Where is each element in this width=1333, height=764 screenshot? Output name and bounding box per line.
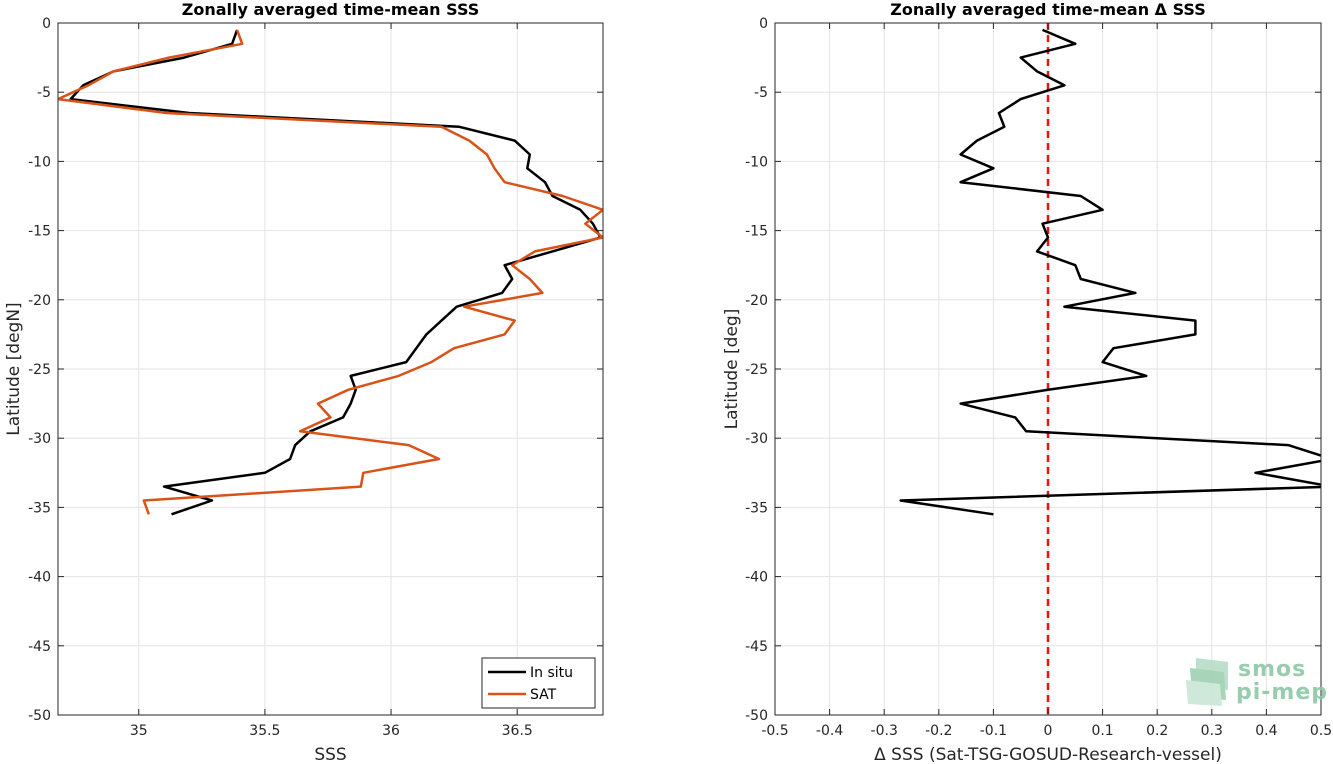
y-tick-label: 0 [759, 16, 768, 32]
y-tick-label: -30 [745, 431, 768, 447]
left-series [58, 29, 603, 516]
left-y-axis-label: Latitude [degN] [4, 302, 24, 435]
y-tick-label: -35 [745, 500, 768, 516]
y-tick-label: -15 [745, 224, 768, 240]
left-ticks: 35 35.5 36 36.5 0 -5 -10 -15 -20 -25 -30 -35 -40 -45 -… [28, 16, 603, 739]
y-tick-label: -15 [28, 224, 51, 240]
logo-line2: pi-mep [1236, 680, 1328, 705]
y-tick-label: -25 [745, 362, 768, 378]
waves-icon [1186, 658, 1228, 706]
left-chart: 35 35.5 36 36.5 0 -5 -10 -15 -20 -25 -30 -35 -40 -45 -… [4, 0, 604, 764]
left-x-axis-label: SSS [314, 745, 346, 764]
legend-label: SAT [530, 687, 557, 703]
right-ticks: -0.5 -0.4 -0.3 -0.2 -0.1 0 0.1 0.2 0.3 0.4 0.5 0 -5 -… [745, 16, 1332, 739]
left-chart-title: Zonally averaged time-mean SSS [182, 0, 480, 19]
left-legend: In situ SAT [481, 657, 596, 709]
x-tick-label: 0.1 [1091, 723, 1113, 739]
legend-label: In situ [530, 665, 573, 681]
right-chart: -0.5 -0.4 -0.3 -0.2 -0.1 0 0.1 0.2 0.3 0.4 0.5 0 -5 -… [722, 0, 1332, 764]
right-series [899, 28, 1321, 516]
x-tick-label: 0.2 [1146, 723, 1168, 739]
x-tick-label: 35.5 [249, 723, 280, 739]
y-tick-label: -35 [28, 500, 51, 516]
x-tick-label: 0.5 [1310, 723, 1332, 739]
y-tick-label: -45 [28, 639, 51, 655]
y-tick-label: -10 [28, 154, 51, 170]
x-tick-label: -0.1 [980, 723, 1007, 739]
series-line-in-situ [69, 29, 602, 516]
x-tick-label: 0.3 [1201, 723, 1223, 739]
y-tick-label: -5 [37, 85, 51, 101]
x-tick-label: -0.2 [925, 723, 952, 739]
y-tick-label: -45 [745, 639, 768, 655]
right-x-axis-label: Δ SSS (Sat-TSG-GOSUD-Research-vessel) [874, 745, 1222, 764]
y-tick-label: -30 [28, 431, 51, 447]
x-tick-label: 0.4 [1255, 723, 1277, 739]
x-tick-label: 36 [382, 723, 400, 739]
right-chart-title: Zonally averaged time-mean Δ SSS [890, 0, 1206, 19]
y-tick-label: 0 [42, 16, 51, 32]
x-tick-label: -0.3 [871, 723, 898, 739]
right-y-axis-label: Latitude [deg] [722, 309, 742, 430]
y-tick-label: -5 [754, 85, 768, 101]
y-tick-label: -50 [745, 708, 768, 724]
series-line [899, 28, 1321, 516]
y-tick-label: -10 [745, 154, 768, 170]
logo-line1: smos [1238, 657, 1306, 682]
x-tick-label: 35 [130, 723, 148, 739]
y-tick-label: -20 [28, 293, 51, 309]
smos-pi-mep-logo: smos pi-mep [1186, 657, 1328, 706]
series-line-sat [58, 29, 603, 515]
y-tick-label: -40 [745, 570, 768, 586]
x-tick-label: -0.4 [816, 723, 843, 739]
legend-box [481, 657, 596, 709]
y-tick-label: -25 [28, 362, 51, 378]
y-tick-label: -40 [28, 570, 51, 586]
y-tick-label: -20 [745, 293, 768, 309]
x-tick-label: -0.5 [761, 723, 788, 739]
x-tick-label: 36.5 [502, 723, 533, 739]
y-tick-label: -50 [28, 708, 51, 724]
x-tick-label: 0 [1044, 723, 1053, 739]
